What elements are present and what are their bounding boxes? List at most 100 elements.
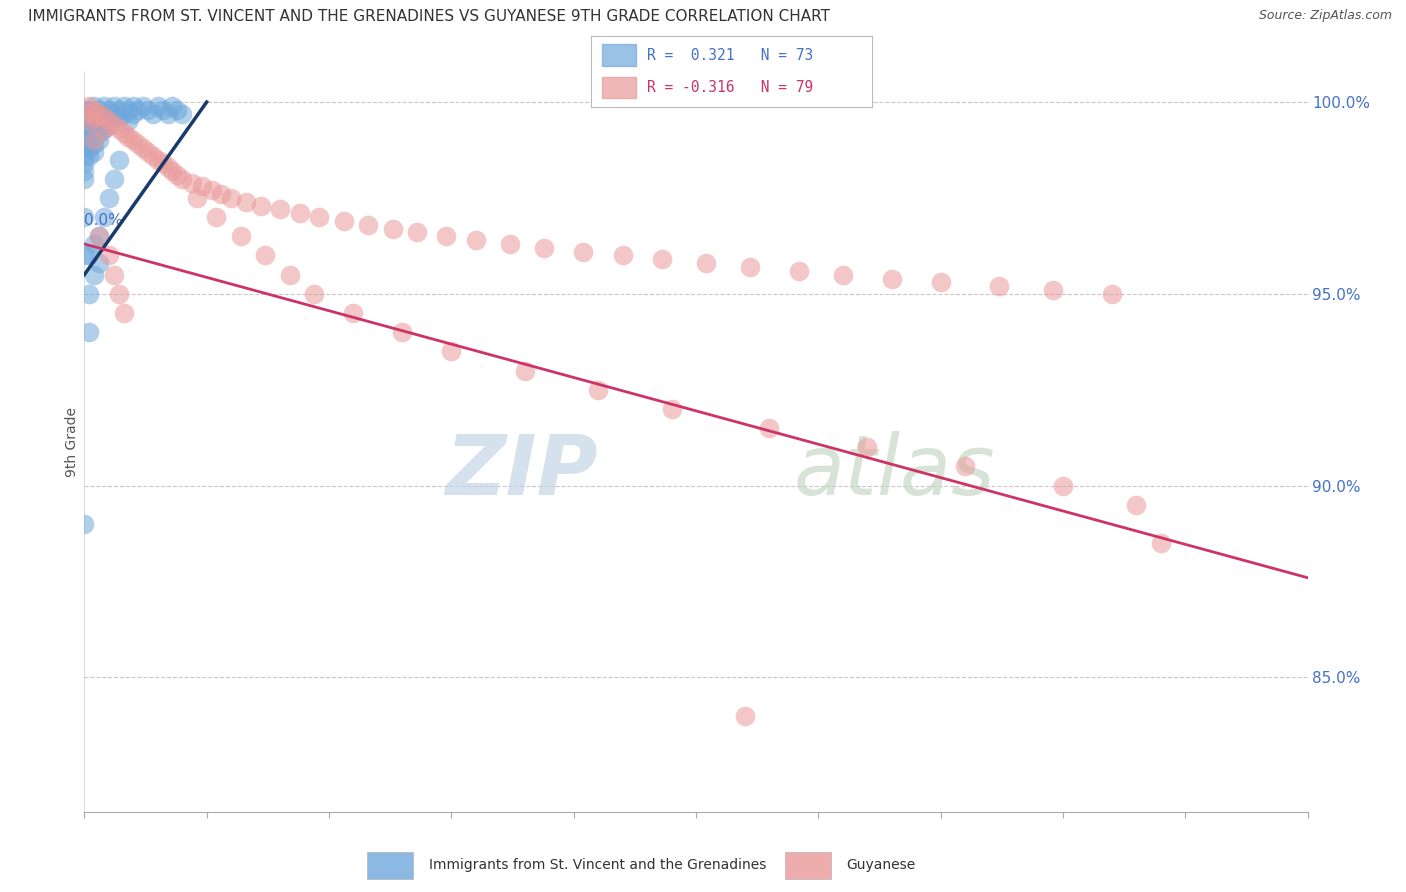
Point <box>436 229 458 244</box>
Point <box>73 141 96 155</box>
Point <box>612 248 634 262</box>
Point <box>83 122 105 136</box>
Point <box>136 145 159 159</box>
Point <box>1042 283 1064 297</box>
Point <box>77 103 100 117</box>
Point <box>166 103 188 117</box>
Point <box>186 191 208 205</box>
Point <box>205 210 228 224</box>
Point <box>107 103 129 117</box>
Point <box>406 226 429 240</box>
Point <box>787 264 810 278</box>
Point <box>572 244 595 259</box>
Text: R =  0.321   N = 73: R = 0.321 N = 73 <box>647 48 813 63</box>
Point <box>97 191 120 205</box>
Point <box>83 106 105 120</box>
Point <box>308 210 330 224</box>
Point <box>107 153 129 167</box>
Point <box>513 363 536 377</box>
Point <box>440 344 463 359</box>
Text: Source: ZipAtlas.com: Source: ZipAtlas.com <box>1258 9 1392 22</box>
Point <box>856 440 879 454</box>
Point <box>758 421 780 435</box>
Point <box>103 99 125 113</box>
Text: 0.0%: 0.0% <box>84 213 124 227</box>
Bar <box>602 77 636 98</box>
Point <box>87 106 110 120</box>
Point <box>288 206 311 220</box>
Point <box>254 248 277 262</box>
Point <box>738 260 761 274</box>
Bar <box>367 852 413 879</box>
Point <box>77 149 100 163</box>
Text: atlas: atlas <box>794 431 995 512</box>
Point <box>127 137 149 152</box>
Point <box>87 111 110 125</box>
Point <box>93 122 115 136</box>
Point <box>734 708 756 723</box>
Point <box>117 129 139 144</box>
Point <box>122 133 145 147</box>
Text: R = -0.316   N = 79: R = -0.316 N = 79 <box>647 80 813 95</box>
Point <box>342 306 364 320</box>
Point <box>651 252 673 267</box>
Point <box>695 256 717 270</box>
Point <box>83 99 105 113</box>
Text: ZIP: ZIP <box>446 431 598 512</box>
Point <box>77 286 100 301</box>
Point <box>219 191 242 205</box>
Point <box>83 268 105 282</box>
Point <box>73 171 96 186</box>
Point <box>122 99 145 113</box>
Point <box>77 325 100 339</box>
Point <box>381 221 404 235</box>
Point <box>77 248 100 262</box>
Point <box>988 279 1011 293</box>
Point <box>77 126 100 140</box>
Point <box>73 516 96 531</box>
Point <box>127 103 149 117</box>
Point <box>357 218 380 232</box>
Point <box>107 111 129 125</box>
Point <box>112 99 135 113</box>
Point <box>73 156 96 170</box>
Point <box>209 187 232 202</box>
Point <box>103 118 125 132</box>
Point <box>77 141 100 155</box>
Point <box>87 229 110 244</box>
Point <box>77 99 100 113</box>
Point <box>166 168 188 182</box>
Point <box>83 103 105 117</box>
Point <box>391 325 413 339</box>
Point <box>112 106 135 120</box>
Point <box>304 286 326 301</box>
Point <box>87 133 110 147</box>
Point <box>73 111 96 125</box>
Point <box>269 202 291 217</box>
Text: Guyanese: Guyanese <box>846 858 915 872</box>
Point <box>73 118 96 132</box>
Point <box>136 103 159 117</box>
Point <box>93 99 115 113</box>
Point <box>332 214 354 228</box>
Point <box>93 114 115 128</box>
Point <box>77 133 100 147</box>
Point <box>533 241 555 255</box>
Point <box>831 268 853 282</box>
Point <box>142 149 165 163</box>
Point <box>278 268 301 282</box>
Point <box>464 233 486 247</box>
Point <box>77 106 100 120</box>
Point <box>117 114 139 128</box>
Point <box>83 111 105 125</box>
Point <box>83 237 105 252</box>
Point <box>122 106 145 120</box>
Bar <box>785 852 831 879</box>
Point <box>162 99 184 113</box>
Point <box>73 248 96 262</box>
Point <box>93 122 115 136</box>
Point <box>97 248 120 262</box>
Point <box>87 126 110 140</box>
Point <box>172 106 194 120</box>
Point <box>73 103 96 117</box>
